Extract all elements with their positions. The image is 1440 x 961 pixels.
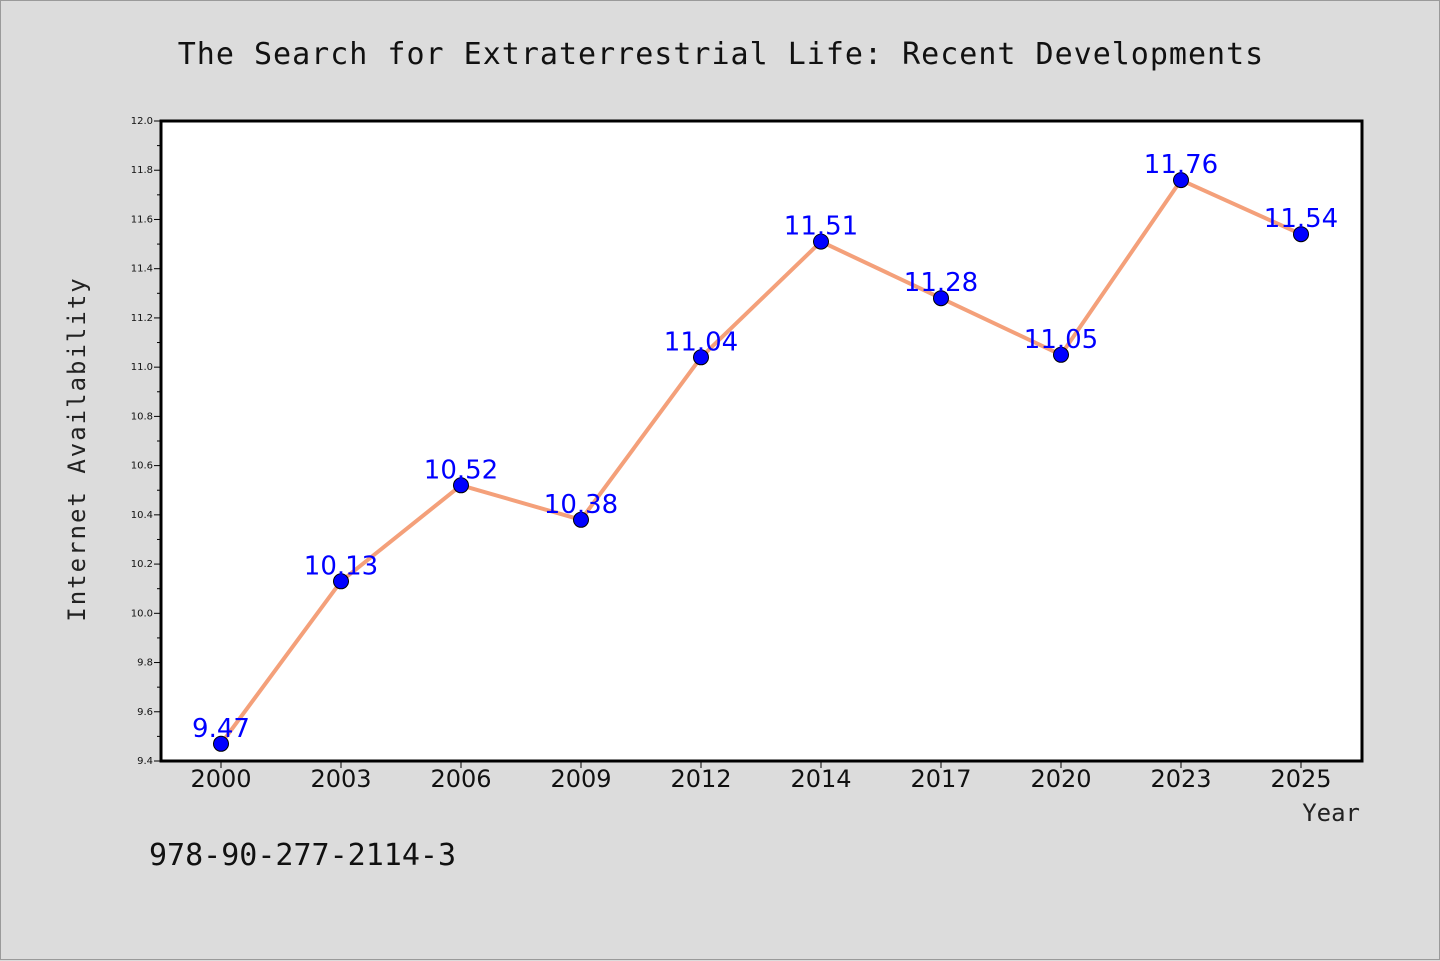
x-axis-title: Year <box>1302 799 1360 827</box>
data-value-label: 11.05 <box>1024 325 1098 355</box>
data-point <box>933 290 949 307</box>
data-value-label: 11.04 <box>664 327 738 357</box>
footer-code: 978-90-277-2114-3 <box>149 838 456 873</box>
data-point <box>453 477 469 494</box>
data-point <box>573 511 589 528</box>
data-point <box>213 735 229 752</box>
data-value-label: 11.54 <box>1264 204 1338 234</box>
y-tick-label: 9.4 <box>137 756 153 767</box>
plot-area <box>159 119 1364 763</box>
x-tick-label: 2000 <box>190 765 251 793</box>
data-value-label: 10.13 <box>304 551 378 581</box>
y-tick-label: 10.0 <box>131 608 153 619</box>
data-value-label: 11.51 <box>784 212 858 242</box>
data-value-label: 9.47 <box>192 714 250 744</box>
data-point <box>1173 172 1189 189</box>
y-tick-label: 10.6 <box>131 461 153 472</box>
x-axis-ticks: 2000 2003 2006 2009 2012 2014 2017 2020 2023 2025 <box>190 761 1332 793</box>
y-tick-label: 12.0 <box>131 116 153 127</box>
y-tick-label: 10.2 <box>131 559 153 570</box>
data-value-label: 11.28 <box>904 268 978 298</box>
chart-title: The Search for Extraterrestrial Life: Re… <box>178 37 1265 72</box>
y-tick-label: 11.4 <box>131 264 153 275</box>
y-tick-label: 9.6 <box>137 707 153 718</box>
y-tick-label: 11.0 <box>131 362 153 373</box>
x-tick-label: 2014 <box>790 765 851 793</box>
x-tick-label: 2009 <box>550 765 611 793</box>
x-tick-label: 2025 <box>1270 765 1331 793</box>
x-tick-label: 2003 <box>310 765 371 793</box>
x-tick-label: 2012 <box>670 765 731 793</box>
y-tick-label: 10.8 <box>131 411 153 422</box>
data-point <box>1293 226 1309 243</box>
y-tick-label: 10.4 <box>131 510 153 521</box>
y-tick-label: 11.8 <box>131 165 153 176</box>
y-tick-label: 11.6 <box>131 214 153 225</box>
x-tick-label: 2023 <box>1150 765 1211 793</box>
data-series <box>213 172 1309 752</box>
y-axis-title: Internet Availability <box>63 276 91 621</box>
data-point <box>813 233 829 250</box>
data-value-label: 11.76 <box>1144 150 1218 180</box>
x-tick-label: 2006 <box>430 765 491 793</box>
series-line <box>219 178 1303 746</box>
x-tick-label: 2017 <box>910 765 971 793</box>
data-value-label: 10.52 <box>424 455 498 485</box>
y-axis-ticks: 9.4 9.6 9.8 10.0 10.2 10.4 10.6 10.8 11.0 11.2 11.… <box>131 116 161 767</box>
data-point <box>333 573 349 590</box>
data-labels: 9.47 10.13 10.52 10.38 11.04 11.51 11.28 11.05 1… <box>192 150 1338 744</box>
data-point <box>1053 346 1069 363</box>
y-tick-label: 11.2 <box>131 313 153 324</box>
data-point <box>693 349 709 366</box>
y-tick-label: 9.8 <box>137 658 153 669</box>
x-tick-label: 2020 <box>1030 765 1091 793</box>
data-value-label: 10.38 <box>544 490 618 520</box>
